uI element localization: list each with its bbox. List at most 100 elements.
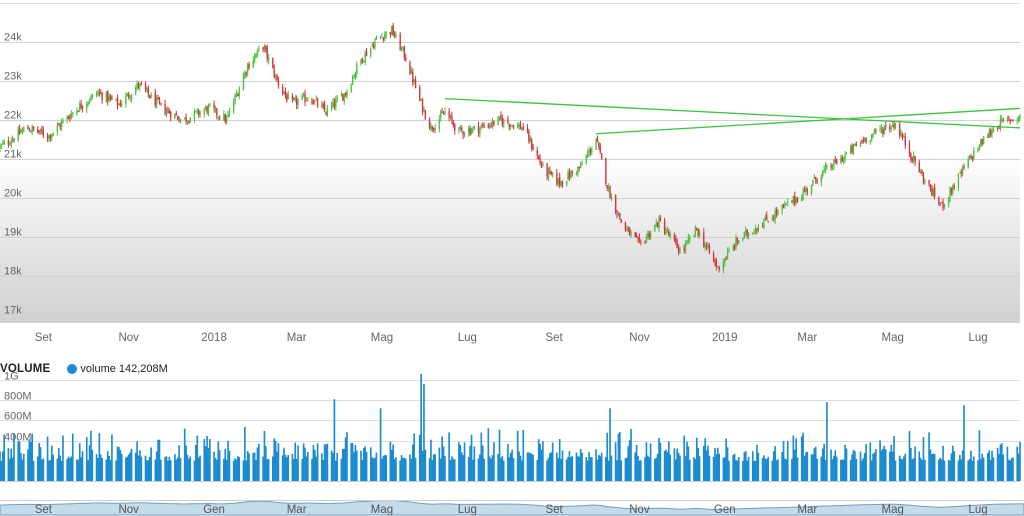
volume-bar[interactable] [705,450,708,481]
volume-bar[interactable] [918,451,921,481]
volume-bar[interactable] [816,458,818,481]
volume-bar[interactable] [901,459,904,481]
volume-bar[interactable] [481,445,484,481]
candle[interactable] [1019,113,1021,122]
candle[interactable] [732,244,734,252]
volume-bar[interactable] [967,460,970,481]
candle[interactable] [766,211,768,221]
volume-bar[interactable] [39,447,42,481]
candle[interactable] [2,140,4,145]
candle[interactable] [67,115,70,120]
candle[interactable] [228,107,231,117]
candle[interactable] [677,244,680,256]
candle[interactable] [137,81,140,90]
volume-bar[interactable] [101,457,103,481]
candle[interactable] [326,104,329,118]
volume-bar[interactable] [880,450,883,481]
volume-bar[interactable] [21,459,24,481]
candle[interactable] [774,207,776,224]
volume-bar[interactable] [842,459,845,481]
candle[interactable] [370,47,372,59]
volume-bar[interactable] [747,456,750,481]
volume-bar[interactable] [183,428,186,481]
volume-bar[interactable] [999,444,1002,481]
candle[interactable] [512,124,515,130]
candle[interactable] [577,166,579,177]
candle[interactable] [668,228,670,237]
candle[interactable] [894,122,897,130]
candle[interactable] [540,161,543,169]
volume-bar[interactable] [144,455,147,481]
candle[interactable] [873,128,876,135]
candle[interactable] [203,107,205,118]
candle[interactable] [206,105,208,115]
volume-bar[interactable] [980,459,982,481]
candle[interactable] [39,128,42,135]
volume-bar[interactable] [487,428,490,481]
volume-bar[interactable] [438,447,441,481]
volume-bar[interactable] [67,456,70,481]
volume-bar[interactable] [120,453,123,481]
candle[interactable] [95,91,98,98]
volume-bar[interactable] [884,449,887,481]
volume-bar[interactable] [961,450,964,481]
candle[interactable] [787,198,789,207]
volume-bar[interactable] [932,453,935,481]
volume-bar[interactable] [20,453,22,481]
candle[interactable] [336,95,338,103]
volume-bar[interactable] [992,457,995,481]
volume-bar[interactable] [516,430,519,481]
volume-bar[interactable] [614,442,617,481]
candle[interactable] [1001,115,1003,124]
volume-bar[interactable] [1,451,4,481]
volume-bar[interactable] [726,447,729,481]
volume-bar[interactable] [213,451,215,481]
candle[interactable] [438,115,441,133]
volume-bar[interactable] [772,451,775,481]
candle[interactable] [119,99,122,108]
volume-bar[interactable] [991,450,993,481]
candle[interactable] [904,132,906,150]
candle[interactable] [273,64,275,79]
volume-bar[interactable] [635,444,638,481]
volume-bar[interactable] [737,457,740,481]
volume-bar[interactable] [761,457,764,481]
candle[interactable] [921,169,923,177]
candle[interactable] [901,132,904,141]
volume-bar[interactable] [919,457,922,481]
candle[interactable] [570,170,572,179]
candle[interactable] [423,106,425,113]
volume-bar[interactable] [865,444,867,481]
candle[interactable] [771,214,774,221]
volume-bar[interactable] [512,457,515,481]
candle[interactable] [933,183,936,200]
volume-bar[interactable] [444,456,446,481]
candle[interactable] [354,71,357,80]
volume-bar[interactable] [127,454,130,481]
volume-bar[interactable] [963,405,965,481]
candle[interactable] [973,147,975,161]
candle[interactable] [861,139,863,144]
volume-bar[interactable] [473,446,476,481]
candle[interactable] [644,240,646,245]
candle[interactable] [315,95,317,101]
candle[interactable] [752,232,754,235]
volume-bar[interactable] [169,460,172,481]
volume-bar[interactable] [267,459,270,481]
candle[interactable] [158,96,161,105]
volume-bar[interactable] [71,433,74,481]
candle[interactable] [931,184,933,197]
volume-bar[interactable] [712,456,715,481]
volume-bar[interactable] [921,459,923,481]
volume-bar[interactable] [879,440,881,481]
volume-bar[interactable] [826,402,828,481]
candle[interactable] [518,122,520,130]
volume-bar[interactable] [508,457,511,481]
candle[interactable] [395,31,397,39]
trendline[interactable] [596,107,1021,135]
volume-bar[interactable] [830,449,832,481]
candle[interactable] [77,110,80,113]
candle[interactable] [42,126,45,139]
volume-bar[interactable] [48,460,50,481]
candle[interactable] [503,118,505,129]
